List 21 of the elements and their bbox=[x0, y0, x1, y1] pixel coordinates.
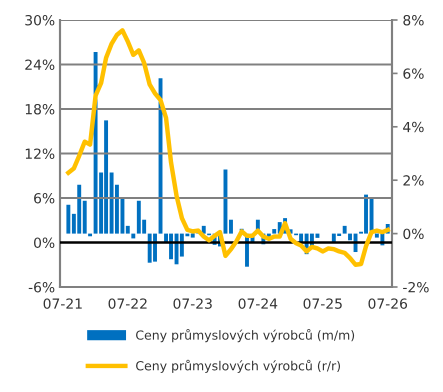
x-tick-label: 07-25 bbox=[304, 298, 342, 309]
y-tick-label: 24% bbox=[25, 59, 54, 70]
y-tick-label: -6% bbox=[28, 282, 54, 292]
y2-tick-label: 6% bbox=[403, 68, 424, 79]
x-tick-label: 07-22 bbox=[108, 298, 147, 309]
legend-label: Ceny průmyslových výrobců (r/r) bbox=[136, 360, 340, 373]
y-tick-label: 30% bbox=[25, 14, 54, 26]
legend-label: Ceny průmyslových výrobců (m/m) bbox=[136, 329, 354, 342]
y2-tick-label: 4% bbox=[403, 122, 424, 132]
y-tick-label: 6% bbox=[34, 192, 54, 204]
y-tick-label: 18% bbox=[26, 104, 54, 114]
y2-tick-label: 8% bbox=[403, 14, 424, 26]
x-tick-label: 07-23 bbox=[173, 298, 212, 309]
x-tick-label: 07-21 bbox=[44, 298, 82, 309]
x-tick-label: 07-26 bbox=[368, 298, 408, 309]
y2-tick-label: -2% bbox=[403, 282, 429, 292]
y-tick-label: 12% bbox=[26, 148, 54, 159]
y-tick-label: 0% bbox=[34, 237, 54, 248]
y2-tick-label: 0% bbox=[403, 228, 424, 240]
y2-tick-label: 2% bbox=[403, 175, 424, 186]
x-tick-label: 07-24 bbox=[238, 298, 278, 309]
